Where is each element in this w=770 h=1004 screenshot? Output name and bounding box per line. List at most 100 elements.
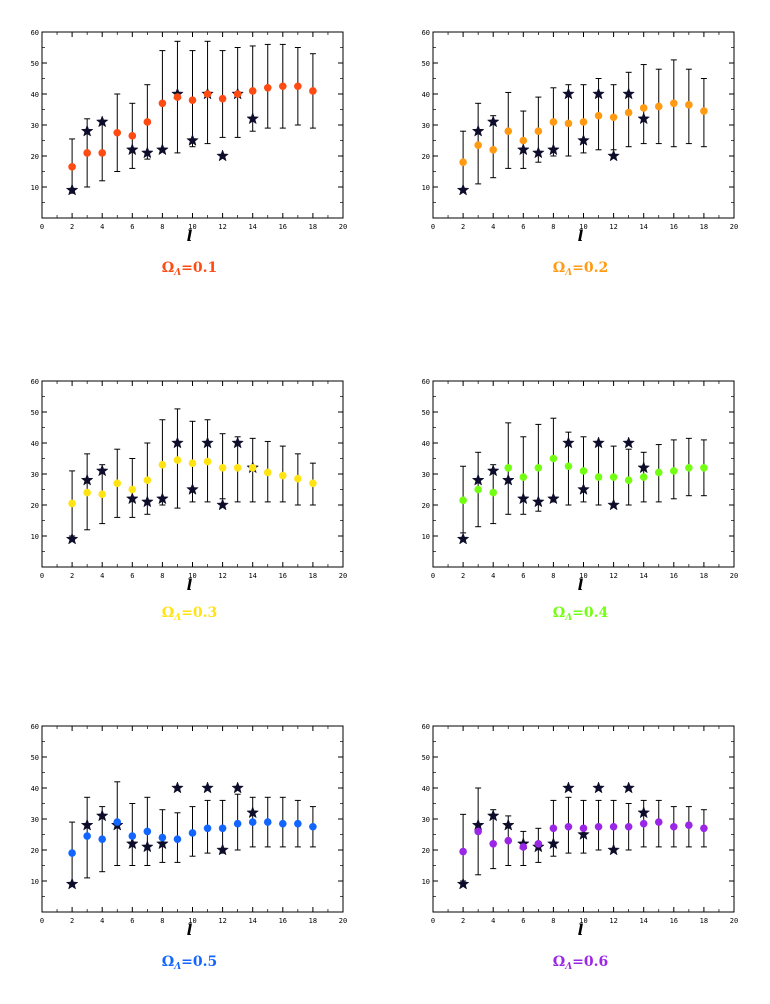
model-point: [83, 149, 91, 157]
x-tick-label: 6: [130, 572, 134, 580]
model-point: [188, 829, 197, 837]
model-point: [203, 824, 212, 833]
x-tick-label: 18: [309, 917, 317, 925]
model-point: [700, 107, 708, 115]
x-tick-label: 18: [309, 572, 317, 580]
y-tick-label: 10: [422, 184, 430, 192]
caption-subscript: Λ: [564, 962, 572, 972]
observed-star-point: [637, 461, 651, 474]
y-tick-label: 20: [31, 153, 39, 161]
observed-star-point: [486, 115, 500, 128]
model-point: [504, 127, 513, 135]
model-point: [594, 111, 603, 120]
x-tick-label: 18: [700, 572, 708, 580]
y-tick-label: 30: [422, 471, 430, 479]
x-tick-label: 10: [188, 572, 196, 580]
chart-caption: ΩΛ=0.3: [162, 605, 218, 623]
x-tick-label: 14: [639, 917, 647, 925]
x-axis-label: l: [578, 227, 584, 245]
observed-star-point: [216, 843, 229, 856]
model-point: [549, 118, 558, 126]
x-tick-label: 16: [279, 223, 287, 231]
model-point: [459, 847, 467, 856]
caption-omega: Ω: [553, 605, 565, 621]
x-tick-label: 20: [339, 572, 347, 580]
x-tick-label: 18: [700, 917, 708, 925]
observed-star-point: [171, 781, 184, 794]
observed-star-point: [592, 781, 605, 794]
x-tick-label: 18: [309, 223, 317, 231]
y-tick-label: 40: [422, 440, 430, 448]
model-point: [489, 840, 498, 848]
series-model: [460, 417, 707, 534]
model-point: [504, 836, 513, 845]
model-point: [579, 118, 588, 126]
model-point: [294, 474, 302, 483]
observed-star-point: [186, 482, 199, 495]
x-tick-label: 8: [551, 223, 555, 231]
model-point: [519, 473, 528, 481]
observed-star-point: [80, 473, 94, 486]
y-tick-label: 40: [422, 91, 430, 99]
model-point: [203, 457, 212, 466]
model-point: [670, 467, 678, 475]
model-point: [609, 822, 618, 831]
observed-star-point: [80, 818, 94, 831]
x-tick-label: 0: [40, 572, 44, 580]
y-tick-label: 40: [31, 91, 39, 99]
observed-star-point: [140, 495, 154, 508]
chart-caption: ΩΛ=0.5: [162, 954, 218, 972]
x-tick-label: 12: [609, 223, 617, 231]
observed-star-point: [547, 143, 560, 156]
observed-star-point: [577, 482, 590, 495]
observed-star-point: [637, 112, 651, 125]
model-point: [639, 819, 648, 828]
y-tick-label: 10: [31, 878, 39, 886]
observed-star-point: [486, 464, 500, 477]
x-tick-label: 8: [551, 572, 555, 580]
x-tick-label: 14: [248, 223, 256, 231]
model-point: [143, 118, 152, 126]
observed-star-point: [577, 133, 590, 146]
model-point: [459, 158, 467, 166]
observed-star-point: [65, 877, 79, 890]
model-point: [609, 113, 618, 122]
observed-star-point: [95, 464, 109, 477]
model-point: [519, 843, 528, 851]
observed-star-point: [156, 492, 169, 505]
model-point: [279, 82, 287, 91]
x-tick-label: 4: [491, 917, 495, 925]
observed-star-point: [622, 436, 636, 449]
y-tick-label: 60: [31, 29, 39, 37]
model-point: [594, 822, 603, 831]
y-tick-label: 40: [31, 785, 39, 793]
model-point: [218, 94, 227, 103]
x-tick-label: 18: [700, 223, 708, 231]
observed-star-point: [171, 436, 184, 449]
x-tick-label: 2: [461, 223, 465, 231]
model-point: [474, 141, 482, 149]
x-tick-label: 8: [160, 572, 164, 580]
y-tick-label: 60: [422, 723, 430, 731]
caption-value: =0.5: [181, 954, 217, 970]
model-point: [188, 96, 197, 104]
model-point: [233, 90, 242, 98]
model-point: [263, 84, 272, 92]
y-tick-label: 10: [422, 533, 430, 541]
model-point: [579, 467, 588, 475]
caption-value: =0.2: [572, 260, 608, 276]
model-point: [158, 99, 167, 108]
observed-star-point: [140, 840, 154, 853]
x-tick-label: 8: [160, 917, 164, 925]
model-point: [263, 468, 272, 477]
model-point: [294, 82, 302, 91]
y-tick-label: 30: [31, 816, 39, 824]
model-point: [474, 485, 482, 494]
model-point: [233, 819, 242, 828]
model-point: [504, 464, 513, 472]
model-point: [158, 460, 167, 469]
observed-star-point: [592, 436, 605, 449]
model-point: [639, 473, 648, 481]
